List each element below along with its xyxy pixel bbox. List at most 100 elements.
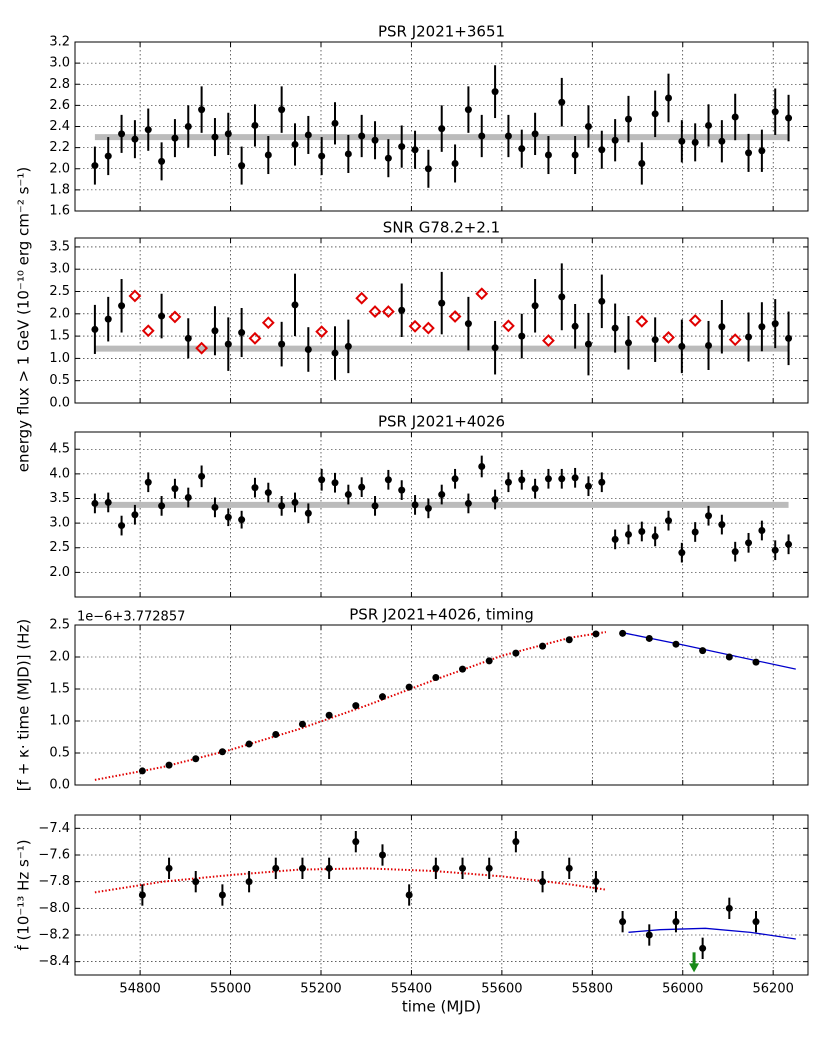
x-tick-label: 56000 (662, 982, 703, 997)
data-point (224, 340, 232, 348)
plot-frame (74, 237, 809, 404)
data-point (691, 528, 699, 536)
data-point (165, 864, 173, 872)
data-point (705, 341, 713, 349)
diamond-point (128, 289, 142, 303)
data-point (752, 658, 760, 666)
data-point (171, 134, 179, 142)
data-point (344, 342, 352, 350)
diamond-point (355, 291, 369, 305)
data-point (491, 495, 499, 503)
data-point (624, 339, 632, 347)
y-tick-label: −7.6 (38, 848, 70, 863)
data-point (245, 740, 253, 748)
data-point (432, 864, 440, 872)
data-point (771, 320, 779, 328)
data-point (411, 501, 419, 509)
data-point (278, 340, 286, 348)
data-point (731, 548, 739, 556)
data-point (104, 498, 112, 506)
data-point (304, 131, 312, 139)
data-point (571, 474, 579, 482)
data-point (238, 329, 246, 337)
data-point (771, 108, 779, 116)
data-point (611, 535, 619, 543)
data-point (272, 730, 280, 738)
diamond-point (728, 333, 742, 347)
data-point (224, 130, 232, 138)
panel-title: PSR J2021+4026, timing (349, 606, 534, 624)
data-point (384, 476, 392, 484)
data-point (358, 132, 366, 140)
data-point (512, 838, 520, 846)
y-tick-label: 2.0 (49, 565, 70, 580)
data-point (298, 720, 306, 728)
data-point (485, 864, 493, 872)
data-point (451, 475, 459, 483)
data-point (278, 106, 286, 114)
data-point (192, 755, 200, 763)
y-tick-label: 2.5 (49, 540, 70, 555)
data-point (638, 527, 646, 535)
data-point (438, 299, 446, 307)
data-point (571, 322, 579, 330)
x-tick-label: 55800 (572, 982, 613, 997)
data-point (118, 130, 126, 138)
data-point (592, 630, 600, 638)
data-point (371, 502, 379, 510)
data-point (211, 133, 219, 141)
data-point (745, 149, 753, 157)
data-point (184, 494, 192, 502)
model-curve (628, 927, 796, 940)
x-axis-label: time (MJD) (402, 998, 481, 1016)
data-point (325, 864, 333, 872)
data-point (624, 115, 632, 123)
y-tick-label: 3.5 (49, 239, 70, 254)
y-tick-label: 1.0 (49, 714, 70, 729)
data-point (531, 302, 539, 310)
y-tick-label: 4.5 (49, 442, 70, 457)
data-point (558, 293, 566, 301)
y-tick-label: 2.4 (49, 119, 70, 134)
y-tick-label: 1.5 (49, 682, 70, 697)
x-tick-label: 55200 (300, 982, 341, 997)
y-tick-label: 2.6 (49, 98, 70, 113)
data-point (718, 323, 726, 331)
data-point (512, 649, 520, 657)
diamond-point (688, 314, 702, 327)
data-point (331, 349, 339, 357)
data-point (438, 491, 446, 499)
data-point (144, 126, 152, 134)
data-point (558, 98, 566, 106)
data-point (318, 476, 326, 484)
data-point (531, 485, 539, 493)
data-point (331, 119, 339, 127)
y-tick-label: 1.6 (49, 204, 70, 219)
y-tick-label: 2.0 (49, 650, 70, 665)
data-point (645, 634, 653, 642)
data-point (424, 504, 432, 512)
data-point (224, 513, 232, 521)
data-point (264, 489, 272, 497)
data-point (459, 665, 467, 673)
y-tick-label: −8.4 (38, 954, 70, 969)
data-point (771, 546, 779, 554)
data-point (672, 918, 680, 926)
data-point (131, 135, 139, 143)
panel-title: PSR J2021+3651 (378, 23, 505, 41)
data-point (91, 162, 99, 170)
data-point (104, 152, 112, 160)
data-point (298, 864, 306, 872)
diamond-point (168, 310, 182, 324)
data-point (491, 88, 499, 96)
data-point (291, 140, 299, 148)
x-tick-label: 55000 (210, 982, 251, 997)
data-point (672, 640, 680, 648)
data-point (699, 944, 707, 952)
y-tick-label: 0.5 (49, 746, 70, 761)
y-tick-label: 3.2 (49, 35, 70, 50)
arrow-head (689, 963, 700, 973)
data-point (565, 864, 573, 872)
data-point (571, 151, 579, 159)
